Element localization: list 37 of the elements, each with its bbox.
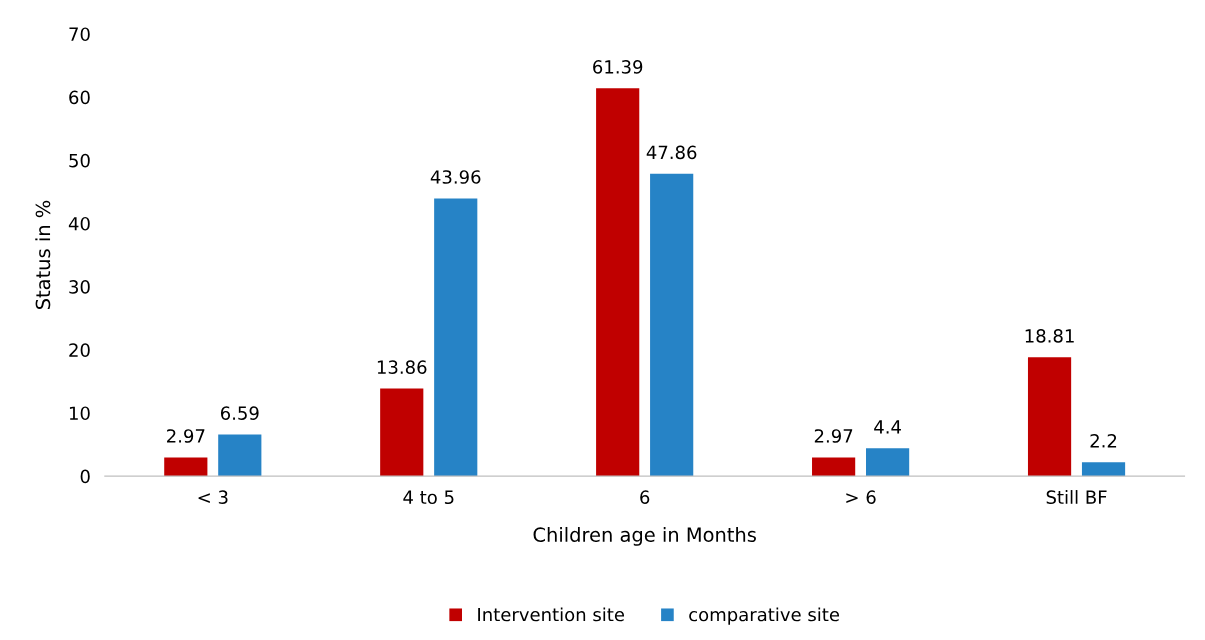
- legend-label: comparative site: [689, 607, 840, 625]
- data-label: 6.59: [220, 406, 259, 420]
- bar: [1081, 462, 1126, 477]
- y-tick-label: 10: [69, 406, 90, 421]
- x-tick-label: > 6: [846, 490, 876, 505]
- data-label: 18.81: [1025, 329, 1074, 343]
- bar: [812, 457, 856, 477]
- bar: [596, 88, 640, 477]
- y-axis-title: Status in %: [35, 200, 51, 310]
- legend-label: Intervention site: [478, 607, 625, 622]
- x-axis-title: Children age in Months: [533, 526, 756, 546]
- y-tick-label: 70: [69, 27, 90, 42]
- bar: [380, 388, 424, 477]
- bar: [866, 448, 910, 477]
- data-label: 2.97: [814, 429, 853, 443]
- bar: [164, 457, 208, 477]
- data-label: 13.86: [377, 360, 427, 374]
- y-tick-label: 20: [69, 343, 90, 357]
- data-label: 4.4: [874, 420, 901, 434]
- bar: [650, 173, 694, 477]
- data-label: 43.96: [430, 170, 481, 184]
- y-tick-label: 40: [68, 216, 90, 231]
- y-tick-label: 50: [69, 153, 90, 168]
- bar: [218, 434, 262, 477]
- data-label: 2.97: [167, 429, 205, 443]
- x-tick-label: Still BF: [1046, 490, 1107, 505]
- x-tick-label: < 3: [198, 490, 228, 505]
- y-tick-label: 60: [69, 90, 90, 105]
- x-tick-label: 6: [640, 490, 650, 505]
- x-tick-label: 4 to 5: [403, 490, 454, 505]
- bar: [434, 198, 478, 477]
- data-label: 2.2: [1090, 433, 1117, 448]
- y-tick-label: 30: [69, 280, 90, 294]
- data-label: 61.39: [593, 60, 643, 74]
- bar: [1027, 357, 1072, 477]
- data-label: 47.86: [646, 145, 697, 160]
- y-tick-label: 0: [80, 469, 90, 484]
